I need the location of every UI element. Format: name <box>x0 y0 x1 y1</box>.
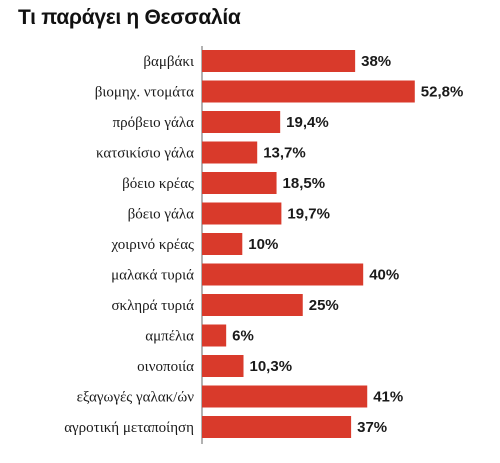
value-label: 13,7% <box>263 145 306 162</box>
category-label: σκληρά τυριά <box>111 298 194 314</box>
value-label: 37% <box>357 419 387 436</box>
bar <box>202 202 282 225</box>
bar <box>202 263 364 286</box>
category-label: κατσικίσιο γάλα <box>96 146 194 162</box>
bar <box>202 50 356 72</box>
bar <box>202 324 227 347</box>
value-label: 52,8% <box>421 84 464 101</box>
category-label: πρόβειο γάλα <box>113 115 195 131</box>
value-label: 41% <box>373 389 403 406</box>
bar <box>202 355 244 377</box>
category-label: βιομηχ. ντομάτα <box>95 85 194 101</box>
category-label: βαμβάκι <box>143 54 194 70</box>
bar <box>202 111 281 133</box>
bar <box>202 172 277 194</box>
value-label: 40% <box>369 267 399 284</box>
value-label: 10% <box>248 236 278 253</box>
value-label: 19,4% <box>286 114 329 131</box>
value-label: 6% <box>232 328 254 345</box>
bar <box>202 385 368 408</box>
category-label: αμπέλια <box>145 329 194 345</box>
category-label: μαλακά τυριά <box>111 268 194 284</box>
value-label: 25% <box>309 297 339 314</box>
bar <box>202 294 303 316</box>
category-label: εξαγωγές γαλακ/ών <box>77 390 195 406</box>
value-label: 18,5% <box>283 175 326 192</box>
bar <box>202 80 415 103</box>
value-label: 19,7% <box>287 206 330 223</box>
bars-group: βαμβάκι 38% βιομηχ. ντομάτα 52,8% πρόβειο γά… <box>64 50 463 438</box>
chart-title: Τι παράγει η Θεσσαλία <box>18 6 241 29</box>
category-label: βόειο γάλα <box>128 207 194 223</box>
bar <box>202 233 243 255</box>
category-label: αγροτική μεταποίηση <box>64 420 194 436</box>
category-label: οινοποιία <box>137 359 194 375</box>
category-label: χοιρινό κρέας <box>110 237 194 253</box>
bar <box>202 416 352 438</box>
category-label: βόειο κρέας <box>122 176 194 192</box>
value-label: 10,3% <box>250 358 293 375</box>
value-label: 38% <box>361 53 391 70</box>
bar <box>202 141 258 164</box>
